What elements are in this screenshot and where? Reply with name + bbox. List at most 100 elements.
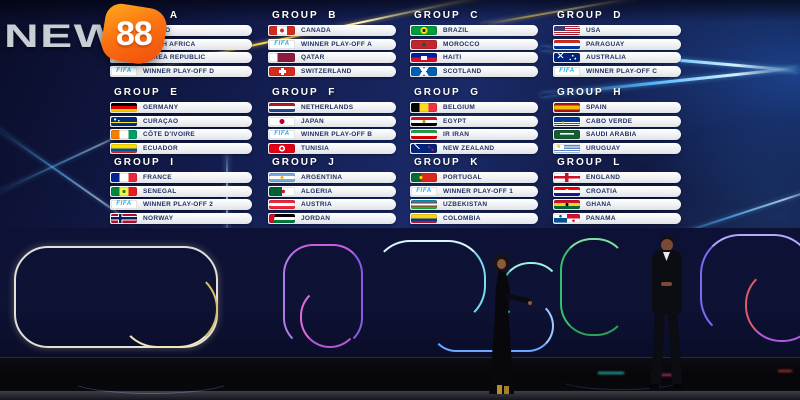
- shoe: [673, 384, 683, 389]
- team-row: ENGLAND: [553, 172, 681, 183]
- nz-flag-icon: [411, 143, 437, 153]
- team-row: FIFA WINNER PLAY-OFF C: [553, 65, 681, 77]
- fifa-badge: FIFA: [269, 130, 295, 139]
- pt-flag-icon: [411, 173, 437, 182]
- team-row: GERMANY: [110, 102, 252, 113]
- dress: [489, 270, 514, 394]
- team-name: CABO VERDE: [586, 117, 633, 125]
- gold-shoe: [504, 386, 509, 394]
- team-name: GHANA: [586, 201, 612, 208]
- team-name: ECUADOR: [143, 144, 178, 152]
- team-row: SCOTLAND: [410, 65, 538, 77]
- team-name: UZBEKISTAN: [443, 201, 488, 208]
- stage-edge: [0, 357, 800, 358]
- sct-flag-icon: [411, 66, 437, 76]
- team-row: GHANA: [553, 199, 681, 210]
- jo-flag-icon: [269, 213, 295, 223]
- ch-flag-icon: [269, 66, 295, 76]
- face: [497, 259, 506, 269]
- team-row: CURAÇAO: [110, 115, 252, 127]
- team-name: NETHERLANDS: [301, 104, 354, 111]
- group-g: GROUP G BELGIUM EGYPT IR IRAN NEW ZEALAND: [410, 87, 538, 156]
- be-flag-icon: [411, 103, 437, 112]
- face: [661, 239, 673, 251]
- group-title: GROUP B: [272, 10, 338, 21]
- team-name: NORWAY: [143, 214, 174, 222]
- team-row: CABO VERDE: [553, 115, 681, 127]
- team-name: SPAIN: [586, 104, 607, 111]
- team-row: COLOMBIA: [410, 212, 538, 224]
- au-flag-icon: [554, 53, 580, 62]
- group-title: GROUP C: [414, 10, 480, 21]
- sn-flag-icon: [111, 186, 137, 196]
- team-row: UZBEKISTAN: [410, 199, 538, 210]
- group-d: GROUP D USA PARAGUAY AUSTRALIA FIFA WINNER PL…: [553, 10, 681, 79]
- team-row: MOROCCO: [410, 38, 538, 50]
- team-name: CANADA: [301, 27, 331, 34]
- team-row: SENEGAL: [110, 185, 252, 197]
- ca-flag-icon: [269, 26, 295, 35]
- pa-flag-icon: [554, 213, 580, 223]
- group-f: GROUP F NETHERLANDS JAPAN FIFA WINNER PLAY-O…: [268, 87, 396, 156]
- ma-flag-icon: [411, 39, 437, 49]
- hr-flag-icon: [554, 186, 580, 196]
- uz-flag-icon: [411, 200, 437, 209]
- team-row: URUGUAY: [553, 142, 681, 154]
- ht-flag-icon: [411, 53, 437, 62]
- fifa-badge: FIFA: [111, 200, 137, 209]
- ar-flag-icon: [269, 173, 295, 182]
- team-name: BRAZIL: [443, 27, 469, 34]
- stage-front-strip: [0, 391, 800, 400]
- cv-flag-icon: [554, 116, 580, 126]
- fr-flag-icon: [111, 173, 137, 182]
- team-row: BRAZIL: [410, 25, 538, 36]
- team-name: PORTUGAL: [443, 174, 482, 181]
- eng-flag-icon: [554, 173, 580, 182]
- team-row: TUNISIA: [268, 142, 396, 154]
- team-row: EGYPT: [410, 115, 538, 127]
- group-title: GROUP L: [557, 157, 622, 168]
- team-name: JORDAN: [301, 214, 331, 222]
- team-row: IR IRAN: [410, 129, 538, 140]
- team-row: AUSTRALIA: [553, 52, 681, 63]
- team-row: PORTUGAL: [410, 172, 538, 183]
- team-row: PARAGUAY: [553, 38, 681, 50]
- hand: [528, 301, 532, 305]
- team-name: PARAGUAY: [586, 40, 625, 48]
- leg: [667, 313, 683, 387]
- team-name: SAUDI ARABIA: [586, 131, 637, 138]
- hands: [661, 282, 672, 286]
- presenter-female: [478, 254, 534, 394]
- cw-flag-icon: [111, 116, 137, 126]
- team-name: EGYPT: [443, 117, 467, 125]
- team-name: USA: [586, 27, 601, 34]
- group-title: GROUP I: [114, 157, 176, 168]
- group-title: GROUP H: [557, 87, 623, 98]
- presenter-male: [636, 236, 706, 392]
- team-name: GERMANY: [143, 104, 179, 111]
- fifa-badge: FIFA: [554, 66, 580, 76]
- team-name: CROATIA: [586, 187, 618, 195]
- team-row: FIFA WINNER PLAY-OFF 1: [410, 185, 538, 197]
- team-name: CURAÇAO: [143, 117, 179, 125]
- group-title: GROUP D: [557, 10, 623, 21]
- tn-flag-icon: [269, 143, 295, 153]
- ir-flag-icon: [411, 130, 437, 139]
- brand-logo: NEW 88: [0, 0, 200, 80]
- gold-shoe: [497, 385, 502, 394]
- at-flag-icon: [269, 200, 295, 209]
- neon-shape: [372, 240, 486, 324]
- no-flag-icon: [111, 213, 137, 223]
- group-e: GROUP E GERMANY CURAÇAO CÔTE D'IVOIRE ECUADO…: [110, 87, 252, 156]
- team-name: FRANCE: [143, 174, 172, 181]
- team-name: MOROCCO: [443, 40, 480, 48]
- team-name: PANAMA: [586, 214, 616, 222]
- group-l: GROUP L ENGLAND CROATIA GHANA PANAMA: [553, 157, 681, 226]
- team-row: HAITI: [410, 52, 538, 63]
- group-c: GROUP C BRAZIL MOROCCO HAITI SCOTLAND: [410, 10, 538, 79]
- ci-flag-icon: [111, 130, 137, 139]
- group-title: GROUP F: [272, 87, 337, 98]
- team-row: ARGENTINA: [268, 172, 396, 183]
- team-row: JAPAN: [268, 115, 396, 127]
